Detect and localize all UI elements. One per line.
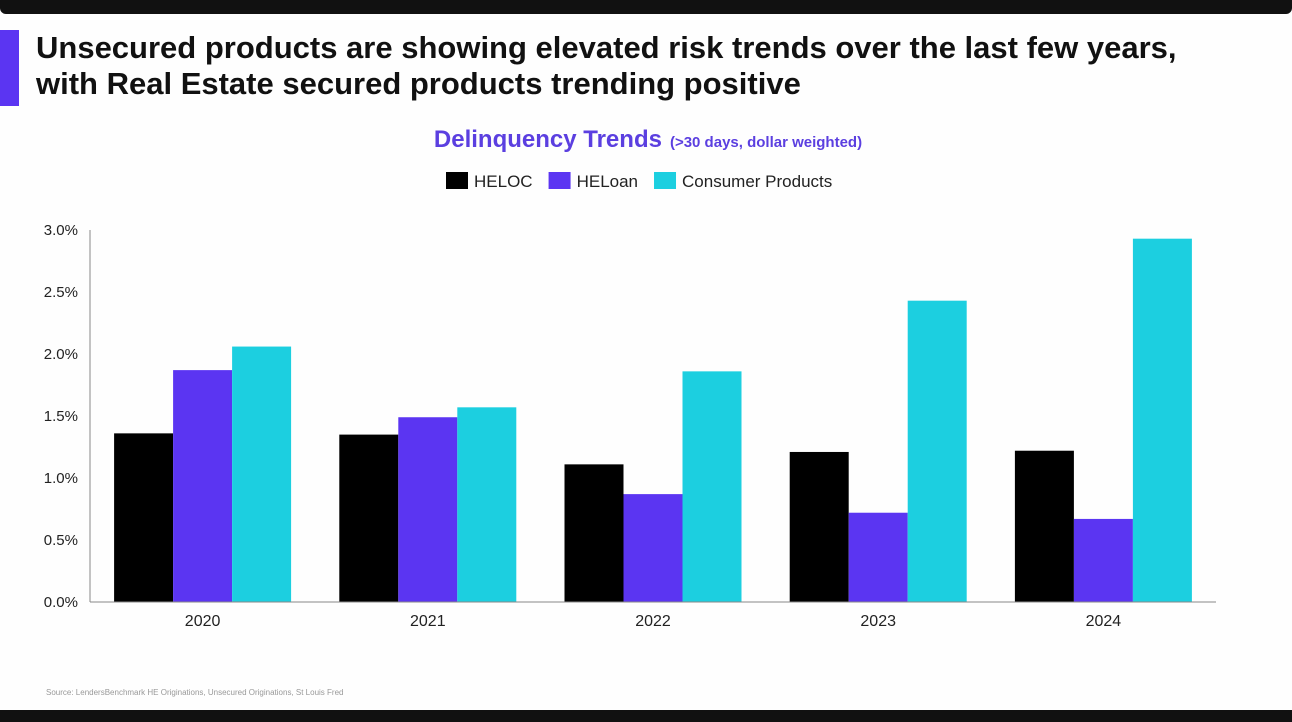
chart-legend: HELOC HELoan Consumer Products (446, 172, 832, 191)
source-note: Source: LendersBenchmark HE Originations… (46, 688, 344, 697)
chart-title: Delinquency Trends (>30 days, dollar weig… (434, 126, 862, 153)
y-tick-label: 2.5% (44, 284, 78, 301)
y-tick-label: 1.0% (44, 470, 78, 487)
x-tick-label: 2023 (860, 613, 896, 630)
legend-swatch-heloc (446, 172, 468, 189)
legend-label-consumer-products: Consumer Products (682, 172, 832, 191)
y-tick-label: 0.5% (44, 532, 78, 549)
legend-swatch-heloan (548, 172, 571, 189)
bar-heloc-2022 (564, 464, 624, 602)
bar-heloc-2023 (789, 451, 849, 602)
headline-line-1: Unsecured products are showing elevated … (36, 30, 1177, 65)
bar-heloan-2023 (848, 512, 908, 602)
bar-consumer-products-2020 (232, 346, 292, 602)
x-axis: 2020 2021 2022 2023 2024 (90, 601, 1216, 630)
bar-consumer-products-2021 (457, 407, 517, 602)
y-axis: 0.0% 0.5% 1.0% 1.5% 2.0% 2.5% 3.0% (44, 222, 91, 611)
y-tick-label: 0.0% (44, 594, 78, 611)
y-tick-label: 2.0% (44, 346, 78, 363)
y-tick-label: 3.0% (44, 222, 78, 239)
x-tick-label: 2020 (185, 613, 221, 630)
bar-heloc-2020 (114, 433, 174, 602)
x-tick-label: 2024 (1086, 613, 1122, 630)
headline-line-2: with Real Estate secured products trendi… (36, 66, 801, 101)
y-tick-label: 1.5% (44, 408, 78, 425)
bar-heloc-2021 (339, 434, 399, 602)
x-tick-label: 2021 (410, 613, 446, 630)
legend-swatch-consumer-products (654, 172, 677, 189)
x-tick-label: 2022 (635, 613, 671, 630)
bar-heloan-2022 (623, 494, 683, 602)
bar-heloan-2020 (173, 370, 233, 602)
bar-consumer-products-2024 (1132, 238, 1192, 602)
bar-heloan-2024 (1073, 518, 1133, 602)
legend-label-heloan: HELoan (577, 172, 638, 191)
bars-group (114, 238, 1192, 602)
accent-bar (0, 30, 19, 106)
bar-consumer-products-2023 (907, 300, 967, 602)
slide-headline: Unsecured products are showing elevated … (36, 30, 1266, 102)
bar-heloc-2024 (1014, 450, 1074, 602)
window-top-border (0, 0, 1292, 14)
chart-title-main: Delinquency Trends (434, 126, 662, 153)
bar-consumer-products-2022 (682, 371, 742, 602)
window-bottom-border (0, 710, 1292, 722)
chart-subtitle: (>30 days, dollar weighted) (670, 134, 862, 151)
bar-heloan-2021 (398, 417, 458, 602)
legend-label-heloc: HELOC (474, 172, 533, 191)
